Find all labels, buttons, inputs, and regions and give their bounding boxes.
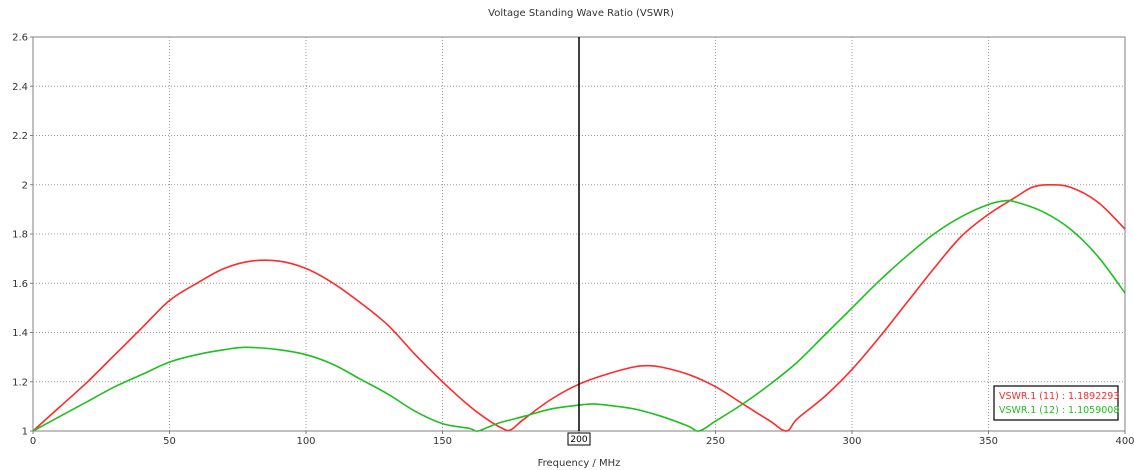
x-tick-label: 400 — [1115, 436, 1134, 447]
y-tick-label: 1.8 — [12, 230, 28, 241]
x-tick-label: 300 — [842, 436, 861, 447]
x-tick-label: 100 — [296, 436, 315, 447]
y-tick-label: 1.2 — [12, 377, 28, 388]
y-tick-label: 1.6 — [12, 279, 28, 290]
legend-entry-vswr-11: VSWR.1 (11) : 1.1892293 — [999, 391, 1119, 402]
x-tick-label: 250 — [706, 436, 725, 447]
legend: VSWR.1 (11) : 1.1892293 VSWR.1 (12) : 1.… — [993, 385, 1119, 421]
y-tick-label: 1.4 — [12, 328, 28, 339]
legend-entry-vswr-12: VSWR.1 (12) : 1.1059008 — [999, 405, 1119, 416]
frequency-marker-box[interactable] — [567, 432, 591, 446]
chart-title: Voltage Standing Wave Ratio (VSWR) — [488, 8, 674, 19]
y-tick-labels: 1 1.2 1.4 1.6 1.8 2 2.2 2.4 2.6 — [12, 33, 33, 438]
y-tick-label: 2 — [22, 180, 28, 191]
x-tick-label: 350 — [979, 436, 998, 447]
x-tick-label: 0 — [30, 436, 36, 447]
y-tick-label: 2.6 — [12, 33, 28, 44]
y-tick-label: 2.2 — [12, 131, 28, 142]
x-tick-label: 50 — [163, 436, 176, 447]
series-layer — [32, 183, 1126, 432]
x-axis-label: Frequency / MHz — [538, 458, 621, 469]
series-line-vswr-12 — [32, 199, 1126, 432]
y-tick-label: 1 — [22, 427, 28, 438]
x-tick-label: 150 — [433, 436, 452, 447]
frequency-marker-label: 200 — [570, 435, 587, 445]
legend-box — [993, 385, 1119, 421]
series-line-vswr-11 — [32, 183, 1126, 432]
y-tick-label: 2.4 — [12, 82, 28, 93]
